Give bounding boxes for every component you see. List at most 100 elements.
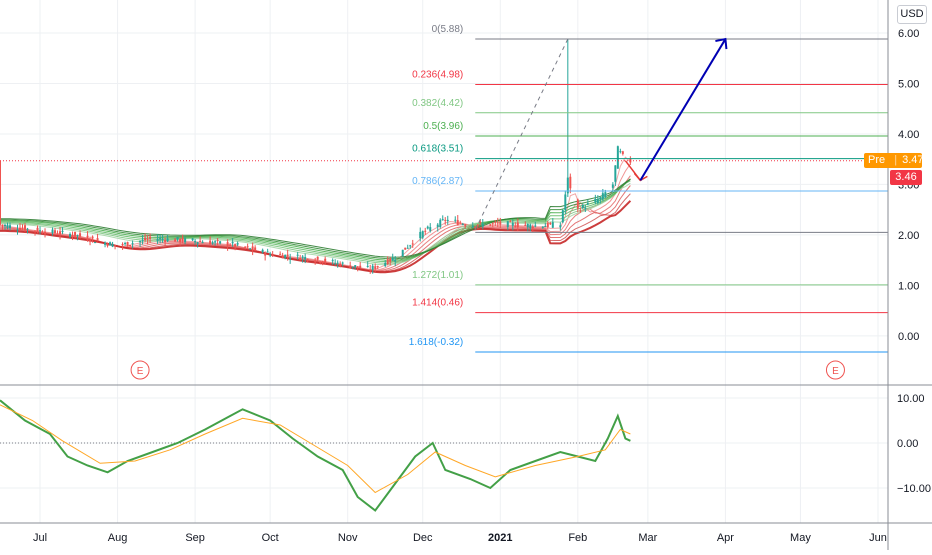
osc-line-signal [0, 404, 631, 494]
candle-body [471, 225, 474, 228]
earnings-marker[interactable] [130, 360, 150, 380]
candle-body [336, 262, 339, 264]
moving-average-ribbon [0, 156, 632, 274]
candle-body [74, 231, 77, 237]
x-tick-label: Dec [413, 532, 433, 544]
candle-body [479, 221, 482, 223]
x-tick-label: May [790, 532, 811, 544]
candle-body [86, 235, 89, 241]
candle-body [429, 227, 432, 231]
candle-body [404, 247, 407, 250]
candle-body [476, 224, 479, 226]
candle-body [284, 254, 287, 258]
candle-body [16, 229, 19, 231]
candle-body [541, 226, 544, 228]
candle-body [474, 226, 477, 228]
candle-body [19, 227, 22, 231]
candle-body [219, 241, 222, 244]
candle-body [229, 244, 232, 246]
candle-body [211, 242, 214, 244]
candle-body [549, 223, 552, 225]
candle-body [6, 224, 9, 229]
candle-body [456, 220, 459, 226]
candle-body [439, 219, 442, 227]
candle-body [304, 257, 307, 260]
candle-body [426, 226, 429, 229]
candle-body [174, 239, 177, 242]
candle-body [266, 251, 269, 253]
candle-body [51, 229, 54, 234]
fib-level-label: 0.382(4.42) [412, 98, 463, 109]
candle-body [366, 265, 369, 267]
candle-body [494, 221, 497, 223]
candle-body [371, 265, 374, 270]
candle-body [106, 243, 109, 247]
x-tick-label: Sep [185, 532, 205, 544]
candle-body [394, 259, 397, 262]
x-tick-label: 2021 [488, 532, 512, 544]
candle-body [391, 257, 394, 261]
candle-body [159, 237, 162, 240]
candle-body [214, 241, 217, 243]
pre-market-label: Pre [868, 154, 886, 166]
candle-body [559, 225, 562, 228]
candle-body [401, 249, 404, 257]
candle-body [141, 239, 144, 242]
fib-anchor-trendline [474, 38, 569, 231]
currency-badge[interactable]: USD [897, 5, 927, 24]
ma-line [0, 180, 631, 264]
candle-body [621, 151, 624, 154]
candle-body [444, 219, 447, 221]
candle-body [454, 219, 457, 221]
candle-body [96, 238, 99, 241]
candle-body [129, 245, 132, 247]
candle-body [306, 259, 309, 262]
fib-level-label: 1.618(-0.32) [409, 337, 463, 348]
candle-body [164, 239, 167, 242]
candle-body [421, 231, 424, 238]
candle-body [126, 242, 129, 247]
candle-body [231, 242, 234, 244]
candle-body [546, 222, 549, 227]
candle-body [0, 160, 1, 225]
candle-body [201, 242, 204, 244]
candle-body [264, 253, 267, 256]
candle-body [384, 262, 387, 266]
candle-body [499, 221, 502, 225]
candle-body [324, 258, 327, 263]
candle-body [616, 146, 619, 169]
candle-body [26, 228, 29, 230]
earnings-marker-label: E [832, 366, 839, 377]
price-candles [0, 39, 632, 274]
candle-body [531, 226, 534, 228]
pre-market-sep: | [894, 154, 898, 166]
candle-body [524, 224, 527, 226]
candle-body [459, 222, 462, 224]
candle-body [194, 241, 197, 243]
candle-body [356, 266, 359, 268]
candle-body [526, 223, 529, 228]
candle-body [339, 263, 342, 267]
candle-body [446, 219, 449, 221]
candle-body [139, 240, 142, 243]
earnings-marker[interactable] [825, 360, 845, 380]
candle-body [529, 224, 532, 229]
candle-body [354, 265, 357, 268]
candle-body [246, 246, 249, 248]
x-tick-label: Feb [568, 532, 587, 544]
x-tick-label: Jun [869, 532, 887, 544]
last-price-badge: 3.46 [890, 170, 922, 185]
fib-level-label: 0.618(3.51) [412, 144, 463, 155]
candle-body [411, 243, 414, 245]
candle-body [514, 226, 517, 228]
projection-arrow-line [639, 38, 727, 181]
grid-lines [0, 0, 888, 523]
candle-body [581, 204, 584, 209]
candle-body [611, 184, 614, 188]
candle-body [249, 248, 252, 250]
x-tick-label: Mar [638, 532, 657, 544]
candle-body [281, 255, 284, 259]
candle-body [156, 239, 159, 242]
candle-body [244, 246, 247, 248]
